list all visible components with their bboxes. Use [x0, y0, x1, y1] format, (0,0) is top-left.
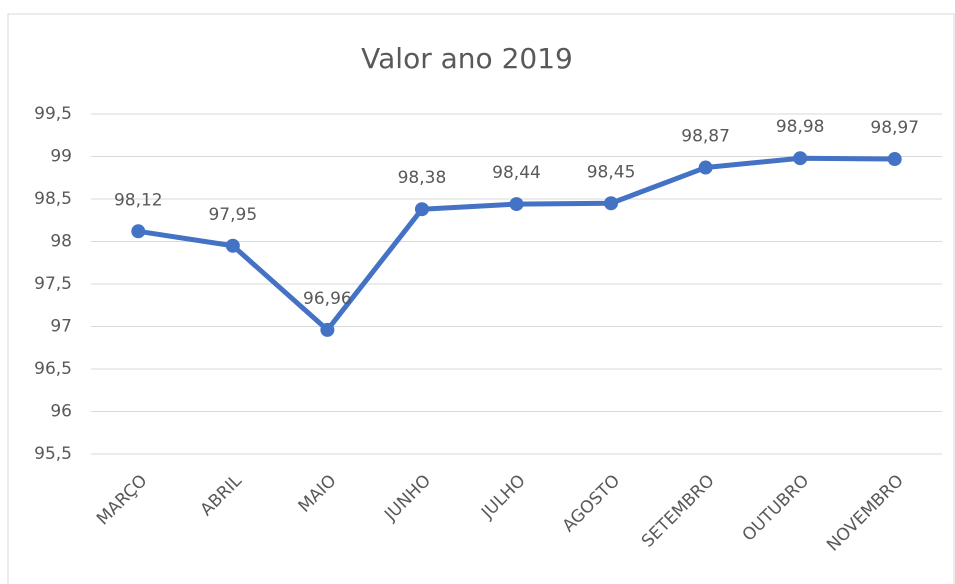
data-label: 98,98 — [776, 117, 825, 137]
marker — [225, 238, 240, 253]
data-label: 98,45 — [587, 162, 636, 182]
y-tick-label: 99,5 — [34, 104, 72, 124]
data-label: 98,87 — [681, 127, 730, 147]
y-tick-label: 97 — [50, 317, 72, 337]
y-tick-label: 96,5 — [34, 359, 72, 379]
data-label: 98,38 — [398, 168, 447, 188]
y-tick-label: 97,5 — [34, 274, 72, 294]
chart-title: Valor ano 2019 — [361, 42, 573, 75]
y-tick-label: 98,5 — [34, 189, 72, 209]
y-tick-label: 95,5 — [34, 444, 72, 464]
marker — [698, 160, 713, 175]
marker — [793, 151, 808, 166]
marker — [509, 197, 524, 212]
marker — [604, 196, 619, 211]
data-label: 98,44 — [492, 163, 541, 183]
data-label: 98,12 — [114, 190, 163, 210]
marker — [887, 152, 902, 167]
data-label: 96,96 — [303, 289, 352, 309]
y-tick-label: 98 — [50, 232, 72, 252]
y-tick-label: 96 — [50, 402, 72, 422]
data-label: 97,95 — [208, 205, 257, 225]
y-tick-label: 99 — [50, 147, 72, 167]
marker — [320, 322, 335, 337]
marker — [414, 202, 429, 217]
data-label: 98,97 — [870, 118, 919, 138]
marker — [131, 224, 146, 239]
chart-frame — [7, 13, 955, 584]
